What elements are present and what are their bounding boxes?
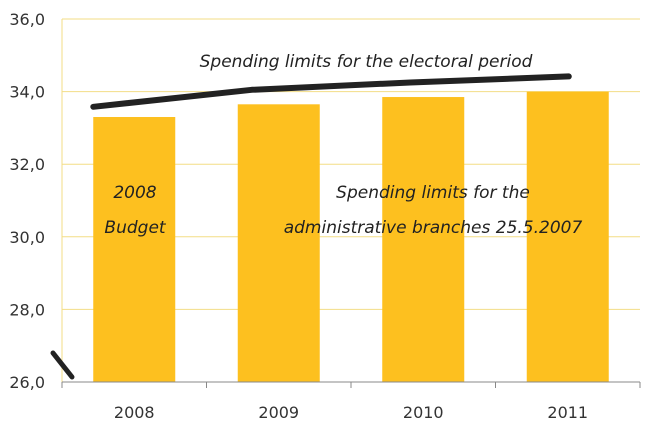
y-tick-label: 28,0 [9, 300, 45, 319]
bar-2009 [237, 104, 320, 383]
bar-2008 [93, 117, 176, 382]
x-tick-label: 2008 [114, 403, 155, 422]
x-axis-tick-labels: 2008 2009 2010 2011 [114, 403, 588, 422]
y-tick-label: 36,0 [9, 10, 45, 29]
axis-break-mark [50, 350, 75, 380]
y-tick-label: 34,0 [9, 83, 45, 102]
spending-limit-series-line [90, 73, 572, 110]
y-tick-label: 30,0 [9, 228, 45, 247]
bar-2011 [526, 91, 609, 382]
admin-branches-label-line1: Spending limits for the [336, 183, 530, 203]
x-tick-label: 2009 [258, 403, 299, 422]
axes [50, 350, 641, 388]
electoral-period-label: Spending limits for the electoral period [200, 52, 533, 72]
bar-2010 [382, 97, 465, 383]
y-tick-label: 32,0 [9, 155, 45, 174]
y-axis-tick-labels: 26,0 28,0 30,0 32,0 34,0 36,0 [9, 10, 45, 392]
spending-limit-line [90, 73, 572, 110]
budget-label-year: 2008 [113, 183, 156, 203]
y-tick-label: 26,0 [9, 373, 45, 392]
x-tick-label: 2010 [403, 403, 444, 422]
budget-label-word: Budget [104, 218, 166, 238]
bars [93, 91, 609, 383]
x-tick-label: 2011 [547, 403, 588, 422]
admin-branches-label-line2: administrative branches 25.5.2007 [284, 218, 583, 238]
